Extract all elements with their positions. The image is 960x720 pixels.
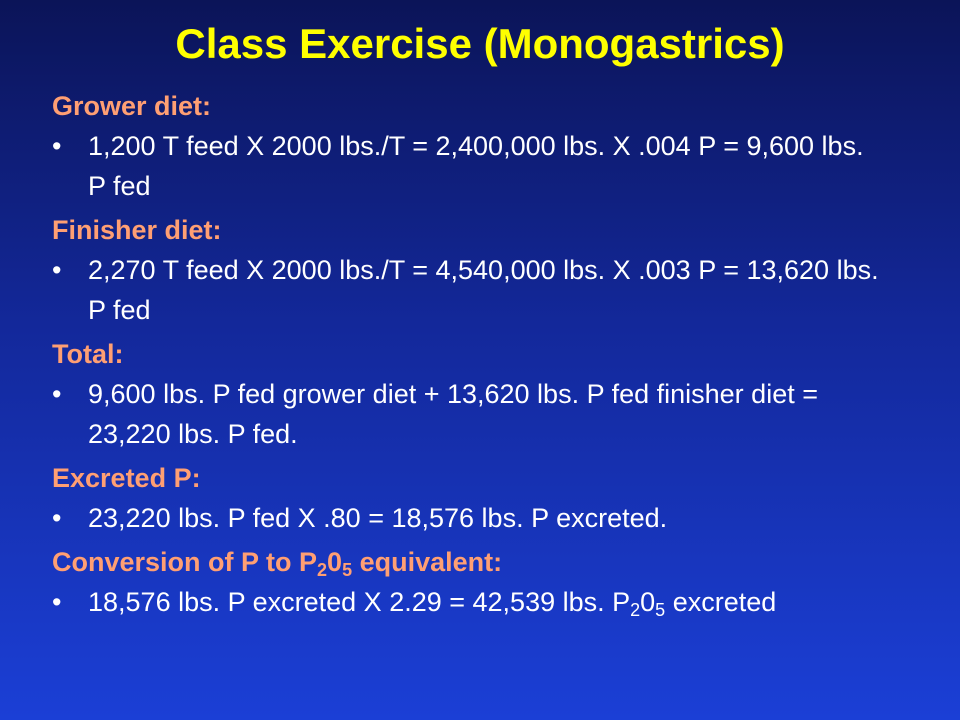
slide-title: Class Exercise (Monogastrics) [175, 20, 785, 67]
section-heading: Total: [52, 334, 922, 374]
text: Total: [52, 339, 124, 369]
subscript: 2 [317, 560, 328, 580]
text: Grower diet: [52, 91, 212, 121]
text: 1,200 T feed X 2000 lbs./T = 2,400,000 l… [88, 131, 864, 201]
text: Excreted P: [52, 463, 201, 493]
text: equivalent: [352, 547, 503, 577]
text: 18,576 lbs. P excreted X 2.29 = 42,539 l… [88, 587, 631, 617]
text: excreted [665, 587, 777, 617]
text: 23,220 lbs. P fed X .80 = 18,576 lbs. P … [88, 503, 668, 533]
subscript: 5 [655, 600, 666, 620]
section-heading: Conversion of P to P205 equivalent: [52, 542, 922, 582]
slide-content: Grower diet: 1,200 T feed X 2000 lbs./T … [52, 82, 922, 626]
subscript: 2 [630, 600, 641, 620]
text: 9,600 lbs. P fed grower diet + 13,620 lb… [88, 379, 818, 449]
text: 2,270 T feed X 2000 lbs./T = 4,540,000 l… [88, 255, 879, 325]
bullet-item: 18,576 lbs. P excreted X 2.29 = 42,539 l… [52, 582, 888, 622]
text: 0 [327, 547, 343, 577]
section-heading: Grower diet: [52, 86, 922, 126]
text: 0 [640, 587, 656, 617]
text: Finisher diet: [52, 215, 222, 245]
section-heading: Finisher diet: [52, 210, 922, 250]
text: Conversion of P to P [52, 547, 318, 577]
section-heading: Excreted P: [52, 458, 922, 498]
bullet-item: 9,600 lbs. P fed grower diet + 13,620 lb… [52, 374, 888, 454]
bullet-item: 1,200 T feed X 2000 lbs./T = 2,400,000 l… [52, 126, 888, 206]
bullet-item: 2,270 T feed X 2000 lbs./T = 4,540,000 l… [52, 250, 888, 330]
subscript: 5 [342, 560, 353, 580]
bullet-item: 23,220 lbs. P fed X .80 = 18,576 lbs. P … [52, 498, 888, 538]
